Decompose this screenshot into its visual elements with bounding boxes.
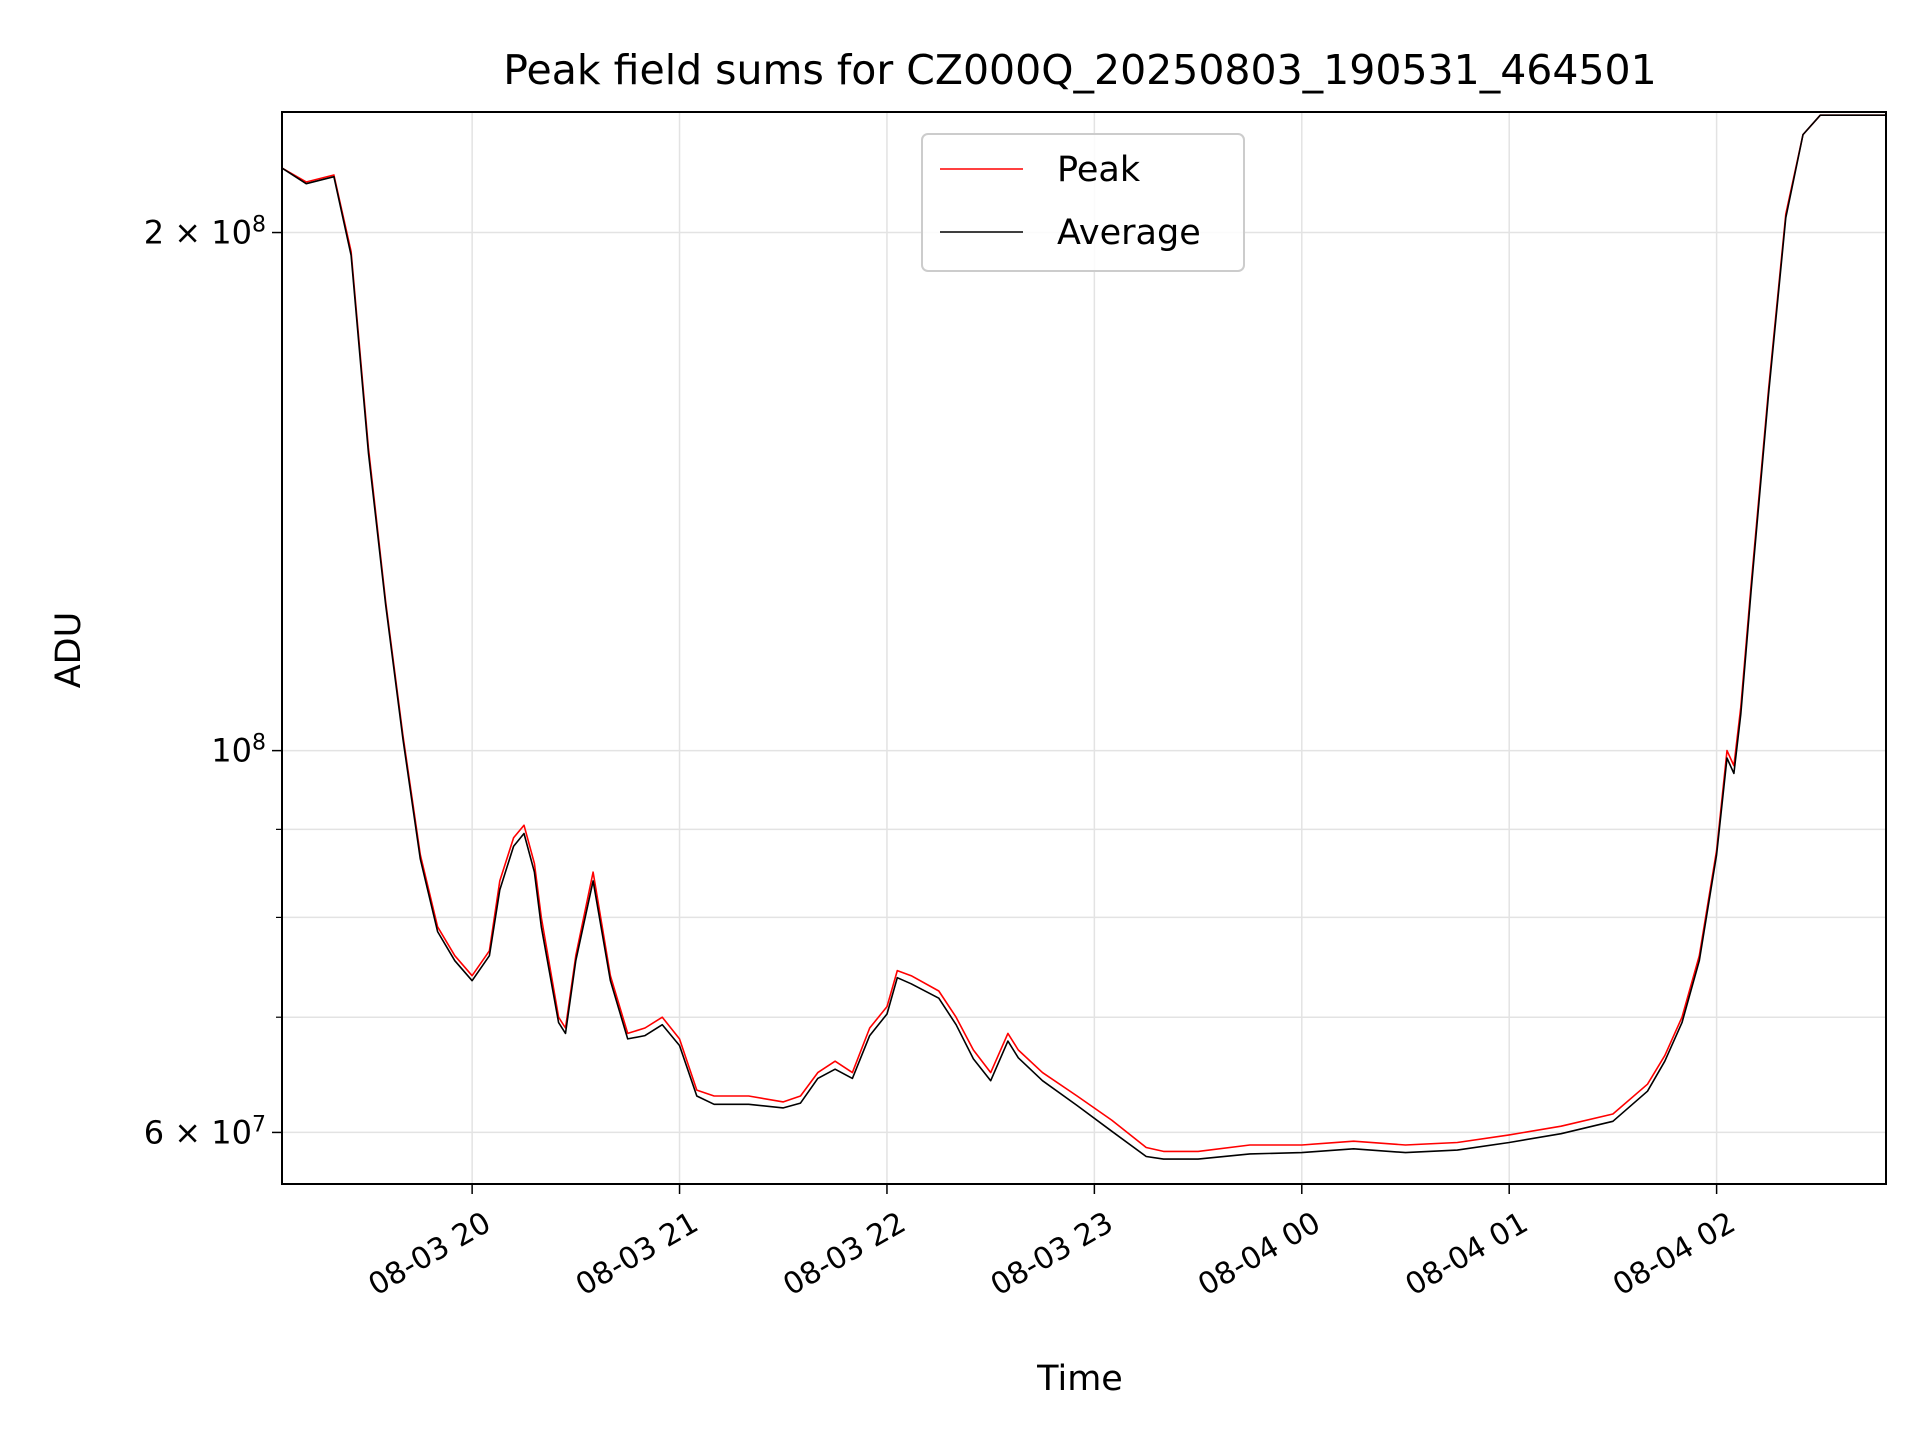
series-line-average bbox=[281, 114, 1886, 1160]
y-tick-label: 6 × 107 bbox=[144, 1112, 266, 1152]
chart-title: Peak field sums for CZ000Q_20250803_1905… bbox=[503, 46, 1656, 94]
y-tick-exponent: 7 bbox=[252, 1112, 266, 1137]
legend-peak-label: Peak bbox=[1057, 150, 1141, 190]
legend: Peak Average bbox=[921, 133, 1245, 272]
y-tick-exponent: 8 bbox=[252, 730, 266, 755]
y-tick-base: 6 × 10 bbox=[144, 1113, 252, 1151]
axes-frame bbox=[281, 111, 1887, 1185]
y-tick-base: 2 × 10 bbox=[144, 214, 252, 252]
y-tick-exponent: 8 bbox=[252, 212, 266, 237]
y-axis-label: ADU bbox=[49, 612, 89, 689]
y-tick-label: 108 bbox=[211, 730, 266, 770]
grid bbox=[282, 112, 1886, 1184]
x-axis-label: Time bbox=[1036, 1359, 1123, 1399]
legend-average-label: Average bbox=[1057, 213, 1201, 253]
y-tick-label: 2 × 108 bbox=[144, 212, 266, 252]
plot-lines bbox=[281, 114, 1886, 1160]
y-tick-base: 10 bbox=[211, 732, 252, 770]
